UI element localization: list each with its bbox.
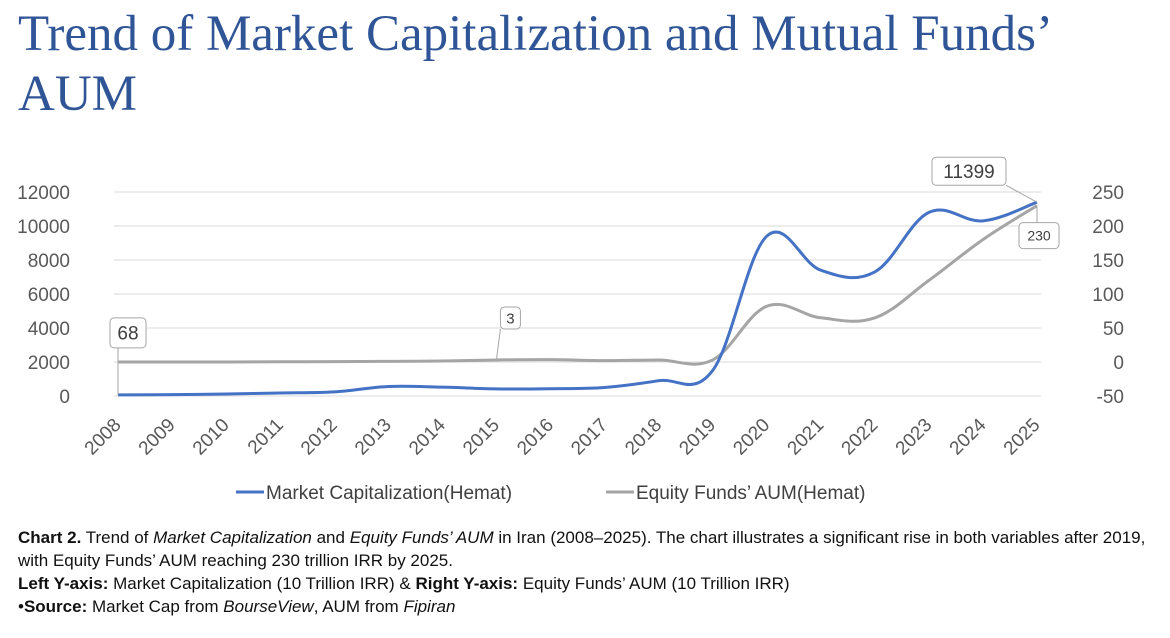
right-axis-tick-label: 0 <box>1113 353 1124 374</box>
caption-line-3: •Source: Market Cap from BourseView, AUM… <box>18 595 1148 618</box>
line-chart: 0 2000 4000 6000 8000 10000 12000 -50 0 50 100 150 2… <box>17 156 1124 504</box>
right-axis-tick-label: 200 <box>1092 217 1124 238</box>
caption-text: Market Cap from <box>87 597 224 616</box>
legend-label-market-cap: Market Capitalization(Hemat) <box>266 483 512 504</box>
equity-aum-series-line <box>118 204 1038 366</box>
x-axis-tick-label: 2023 <box>892 415 937 460</box>
data-label-box <box>499 306 521 330</box>
x-axis-tick-label: 2021 <box>784 415 829 460</box>
left-axis-tick-label: 4000 <box>28 319 70 340</box>
right-axis-tick-label: 150 <box>1092 251 1124 272</box>
x-axis-tick-label: 2024 <box>946 414 991 459</box>
left-axis-tick-label: 10000 <box>17 217 70 238</box>
data-label: 3 <box>506 310 514 327</box>
caption-text: Market Capitalization (10 Trillion IRR) <box>108 574 400 593</box>
x-axis-tick-label: 2025 <box>1000 415 1045 460</box>
x-axis-tick-label: 2018 <box>621 415 666 460</box>
right-axis-tick-label: 100 <box>1092 285 1124 306</box>
x-axis-tick-label: 2015 <box>459 415 504 460</box>
right-axis-tick-label: 250 <box>1092 183 1124 204</box>
caption-line-1: Chart 2. Trend of Market Capitalization … <box>18 526 1148 572</box>
caption-text: and <box>311 528 350 547</box>
caption-label: Source: <box>23 597 88 616</box>
chart-caption: Chart 2. Trend of Market Capitalization … <box>18 526 1148 618</box>
x-axis-tick-label: 2012 <box>297 415 342 460</box>
right-axis-tick-label: 50 <box>1103 319 1124 340</box>
x-axis-tick-label: 2016 <box>513 415 558 460</box>
caption-text: & <box>399 574 411 593</box>
market-cap-series-line <box>117 200 1038 397</box>
x-axis-tick-label: 2013 <box>351 415 396 460</box>
x-axis-tick-label: 2020 <box>729 415 774 460</box>
caption-text: in Iran (2008–2025). The chart illustrat… <box>18 528 1146 570</box>
data-label-box <box>931 156 1007 186</box>
x-axis-tick-label: 2011 <box>244 415 288 459</box>
caption-text: Equity Funds’ AUM (10 Trillion IRR) <box>518 574 790 593</box>
data-label: 230 <box>1027 228 1051 244</box>
left-axis-tick-label: 0 <box>59 387 70 408</box>
left-axis-tick-label: 8000 <box>28 251 70 272</box>
caption-label: Left Y-axis: <box>18 574 109 593</box>
right-axis-tick-label: -50 <box>1097 387 1124 408</box>
data-label-leader-line <box>495 328 501 361</box>
caption-line-2: Left Y-axis: Market Capitalization (10 T… <box>18 572 1148 595</box>
data-label-box <box>109 317 147 349</box>
data-label-box <box>1018 222 1060 250</box>
caption-label: Right Y-axis: <box>410 574 519 593</box>
x-axis-tick-label: 2017 <box>567 415 612 460</box>
caption-italic: BourseView <box>223 597 314 616</box>
x-axis-tick-label: 2009 <box>135 415 180 460</box>
x-axis-tick-label: 2008 <box>81 415 126 460</box>
caption-text: , AUM from <box>313 597 404 616</box>
x-axis-tick-label: 2019 <box>675 415 720 460</box>
left-axis-tick-label: 6000 <box>28 285 70 306</box>
legend-label-equity-aum: Equity Funds’ AUM(Hemat) <box>636 483 865 504</box>
data-label: 68 <box>117 324 138 345</box>
caption-italic: Market Capitalization <box>153 528 312 547</box>
page-title: Trend of Market Capitalization and Mutua… <box>18 6 1050 122</box>
data-label-leader-line <box>1005 184 1038 203</box>
caption-text: Trend of <box>81 528 154 547</box>
data-label: 11399 <box>943 162 994 183</box>
x-axis-tick-label: 2022 <box>838 415 883 460</box>
caption-label: Chart 2. <box>18 528 82 547</box>
caption-italic: Fipiran <box>403 597 456 616</box>
bullet-icon: • <box>18 597 24 616</box>
x-axis-tick-label: 2014 <box>405 414 450 459</box>
left-axis-tick-label: 2000 <box>28 353 70 374</box>
caption-italic: Equity Funds’ AUM <box>349 528 494 547</box>
x-axis-tick-label: 2010 <box>189 415 234 460</box>
left-axis-tick-label: 12000 <box>17 183 70 204</box>
